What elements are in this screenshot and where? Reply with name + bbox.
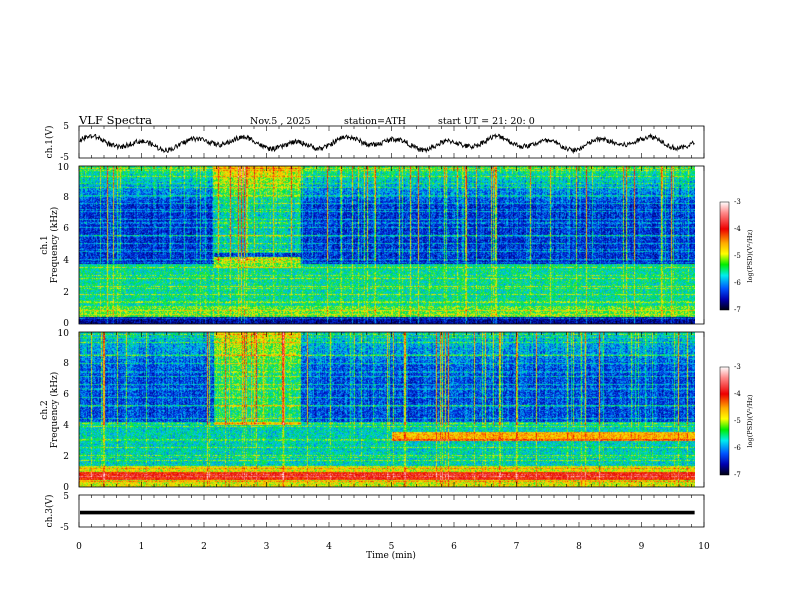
ch1-spec-ytick-10: 10 xyxy=(58,163,70,173)
ch1-colorbar: -3 -4 -5 -6 -7 log(PSD)(V²/Hz) xyxy=(719,198,754,314)
ch2-cb-tick-m6: -6 xyxy=(734,444,741,452)
ch2-spec-ytick-8: 8 xyxy=(63,359,69,369)
spectrogram-raster xyxy=(79,332,695,487)
ch1-colorbar-gradient xyxy=(719,201,730,311)
ch2-spec-ytick-10: 10 xyxy=(58,329,70,339)
ch1-cb-tick-m7: -7 xyxy=(734,306,741,314)
ch1-ytick-bottom: -5 xyxy=(60,153,69,163)
ch2-cb-tick-m3: -3 xyxy=(734,363,741,371)
ch1-spec-ytick-8: 8 xyxy=(63,193,69,203)
x-axis-label: Time (min) xyxy=(366,550,416,561)
start-time-label: start UT = 21: 20: 0 xyxy=(438,116,535,127)
ch2-spec-ytick-2: 2 xyxy=(63,452,69,462)
ch2-cb-tick-m7: -7 xyxy=(734,471,741,479)
ch1-ylabel: ch.1(V) xyxy=(44,126,55,159)
ch2-spec-ytick-4: 4 xyxy=(63,421,69,431)
time-axis-labels: 0 1 2 3 4 5 6 7 8 9 10 xyxy=(76,542,710,552)
ch1-spec-ytick-6: 6 xyxy=(63,224,69,234)
ch1-colorbar-label: log(PSD)(V²/Hz) xyxy=(746,229,754,282)
ch1-cb-tick-m4: -4 xyxy=(734,225,741,233)
ch3-ytick-bottom: -5 xyxy=(60,523,69,533)
ch2-cb-tick-m5: -5 xyxy=(734,417,741,425)
xtick-3: 3 xyxy=(264,542,270,552)
xtick-9: 9 xyxy=(639,542,645,552)
ch1-spec-ytick-0: 0 xyxy=(63,319,69,329)
ch1-spec-freq-label: Frequency (kHz) xyxy=(49,207,60,284)
ch1-ytick-top: 5 xyxy=(63,122,69,132)
ch2-colorbar: -3 -4 -5 -6 -7 log(PSD)(V²/Hz) xyxy=(719,363,754,479)
time-axis-ticks xyxy=(78,126,705,527)
ch1-spec-ylabel: ch.1 xyxy=(40,235,50,254)
ch2-spec-ylabel: ch.2 xyxy=(40,400,50,419)
xtick-1: 1 xyxy=(139,542,145,552)
ch1-cb-tick-m6: -6 xyxy=(734,279,741,287)
ch2-spec-ytick-6: 6 xyxy=(63,390,69,400)
ch3-ytick-top: 5 xyxy=(63,492,69,502)
ch1-waveform-panel: 5 -5 ch.1(V) xyxy=(44,122,705,163)
ch3-waveform-panel: 5 -5 ch.3(V) xyxy=(44,492,705,533)
ch1-spectrogram-image xyxy=(79,166,695,324)
xtick-8: 8 xyxy=(576,542,582,552)
ch2-cb-tick-m4: -4 xyxy=(734,390,741,398)
ch2-colorbar-label: log(PSD)(V²/Hz) xyxy=(746,394,754,447)
spectrogram-raster xyxy=(79,166,695,324)
xtick-0: 0 xyxy=(76,542,82,552)
xtick-5: 5 xyxy=(389,542,395,552)
ch1-cb-tick-m5: -5 xyxy=(734,252,741,260)
ch2-spectrogram-image xyxy=(79,332,695,487)
ch1-spec-ytick-2: 2 xyxy=(63,288,69,298)
xtick-6: 6 xyxy=(451,542,457,552)
ch3-ylabel: ch.3(V) xyxy=(44,495,55,528)
xtick-10: 10 xyxy=(698,542,710,552)
ch1-cb-tick-m3: -3 xyxy=(734,198,741,206)
ch2-spec-ytick-0: 0 xyxy=(63,483,69,493)
ch1-waveform-line xyxy=(79,132,695,155)
ch2-colorbar-gradient xyxy=(719,366,730,476)
ch2-spectrogram-panel: 0 2 4 6 8 10 ch.2 Frequency (kHz) xyxy=(40,329,705,493)
station-label: station=ATH xyxy=(344,116,406,127)
xtick-4: 4 xyxy=(326,542,332,552)
figure-title: VLF Spectra xyxy=(78,113,152,127)
ch1-spectrogram-panel: 0 2 4 6 8 10 ch.1 Frequency (kHz) xyxy=(40,163,705,329)
xtick-7: 7 xyxy=(514,542,520,552)
ch2-spec-freq-label: Frequency (kHz) xyxy=(49,372,60,449)
date-label: Nov.5 , 2025 xyxy=(250,116,311,127)
ch1-spec-ytick-4: 4 xyxy=(63,256,69,266)
xtick-2: 2 xyxy=(201,542,207,552)
